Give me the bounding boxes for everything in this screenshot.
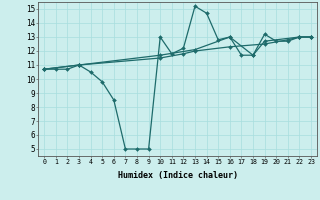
X-axis label: Humidex (Indice chaleur): Humidex (Indice chaleur) — [118, 171, 238, 180]
